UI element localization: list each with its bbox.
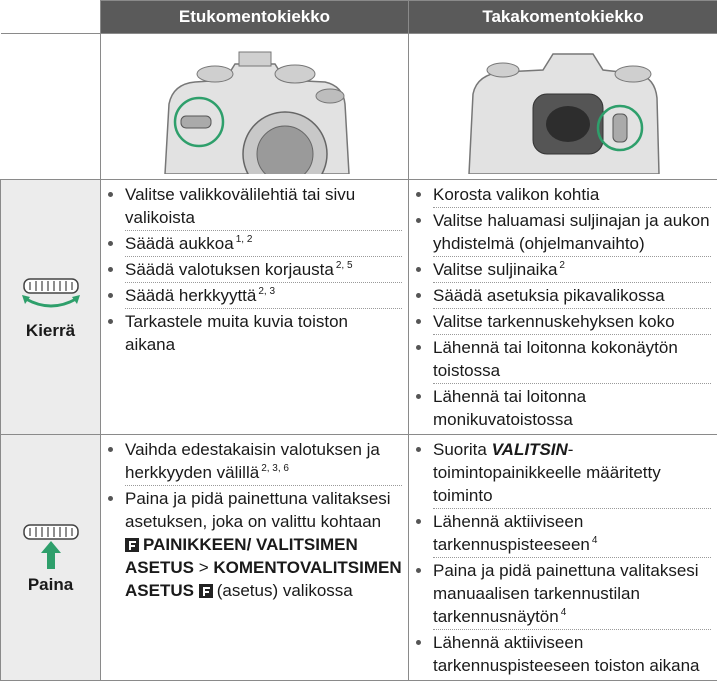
press-rear-list: Suorita VALITSIN-toimintopainikkeelle mä… <box>409 435 717 680</box>
press-rear-cell: Suorita VALITSIN-toimintopainikkeelle mä… <box>409 435 717 681</box>
bullet: Paina ja pidä painettuna valitaksesi man… <box>433 557 711 629</box>
bullet-text: (asetus) valikossa <box>217 581 353 600</box>
rotate-label-cell: Kierrä <box>1 180 101 435</box>
bullet-text: Säädä aukkoa <box>125 234 234 253</box>
press-label-cell: Paina <box>1 435 101 681</box>
front-dial-picture <box>101 34 409 180</box>
button-name: VALITSIN <box>492 440 568 459</box>
header-front: Etukomentokiekko <box>101 1 409 34</box>
image-row <box>1 34 717 180</box>
rotate-front-list: Valitse valikkovälilehtiä tai sivu valik… <box>101 180 408 359</box>
footnote-ref: 1, 2 <box>236 234 253 245</box>
bullet: Suorita VALITSIN-toimintopainikkeelle mä… <box>433 437 711 508</box>
press-row: Paina Vaihda edestakaisin valotuksen ja … <box>1 435 717 681</box>
press-label: Paina <box>28 575 73 594</box>
press-front-list: Vaihda edestakaisin valotuksen ja herkky… <box>101 435 408 605</box>
setup-icon <box>199 584 213 598</box>
bullet-text: Valitse tarkennuskehyksen koko <box>433 312 675 331</box>
bullet-text: Vaihda edestakaisin valotuksen ja herkky… <box>125 440 380 482</box>
rear-dial-picture <box>409 34 717 180</box>
footnote-ref: 2, 3 <box>258 286 275 297</box>
bullet-text: Lähennä aktiiviseen tarkennuspisteeseen … <box>433 633 700 675</box>
image-blank <box>1 34 101 180</box>
bullet: Lähennä aktiiviseen tarkennuspisteeseen … <box>433 629 711 678</box>
header-blank <box>1 1 101 34</box>
rotate-rear-list: Korosta valikon kohtia Valitse haluamasi… <box>409 180 717 434</box>
bullet-text: Tarkastele muita kuvia toiston aikana <box>125 312 348 354</box>
footnote-ref: 4 <box>592 535 598 546</box>
bullet-text: Lähennä tai loitonna kokonäytön toistoss… <box>433 338 678 380</box>
menu-separator: > <box>199 558 209 577</box>
bullet: Tarkastele muita kuvia toiston aikana <box>125 308 402 357</box>
rotate-front-cell: Valitse valikkovälilehtiä tai sivu valik… <box>101 180 409 435</box>
header-rear: Takakomentokiekko <box>409 1 717 34</box>
press-front-cell: Vaihda edestakaisin valotuksen ja herkky… <box>101 435 409 681</box>
bullet: Korosta valikon kohtia <box>433 182 711 207</box>
bullet-text: Korosta valikon kohtia <box>433 185 599 204</box>
bullet-text: Valitse suljinaika <box>433 260 557 279</box>
camera-front-illustration <box>155 34 355 174</box>
bullet-text: Säädä asetuksia pikavalikossa <box>433 286 665 305</box>
page: Komentokiekot html, body { margin: 0; pa… <box>0 0 717 617</box>
bullet: Valitse valikkovälilehtiä tai sivu valik… <box>125 182 402 230</box>
rotate-dial-icon <box>16 273 86 317</box>
bullet: Paina ja pidä painettuna valitaksesi ase… <box>125 485 402 603</box>
press-dial-icon <box>16 521 86 571</box>
bullet-text: Paina ja pidä painettuna valitaksesi ase… <box>125 489 391 531</box>
bullet-text: Lähennä aktiiviseen tarkennuspisteeseen <box>433 512 590 554</box>
bullet: Lähennä tai loitonna kokonäytön toistoss… <box>433 334 711 383</box>
footnote-ref: 2 <box>559 260 565 271</box>
bullet: Valitse tarkennuskehyksen koko <box>433 308 711 334</box>
body: {"header": {"front": "Etukomentokiekko",… <box>0 0 717 617</box>
bullet: Valitse haluamasi suljinajan ja aukon yh… <box>433 207 711 256</box>
bullet-text: Lähennä tai loitonna monikuvatoistossa <box>433 387 586 429</box>
bullet-text: Säädä herkkyyttä <box>125 286 256 305</box>
bullet: Säädä asetuksia pikavalikossa <box>433 282 711 308</box>
header-row: Etukomentokiekko Takakomentokiekko <box>1 1 717 34</box>
bullet-text: Valitse haluamasi suljinajan ja aukon yh… <box>433 211 710 253</box>
bullet-text: Säädä valotuksen korjausta <box>125 260 334 279</box>
camera-rear-illustration <box>463 34 663 174</box>
bullet: Vaihda edestakaisin valotuksen ja herkky… <box>125 437 402 485</box>
bullet-text: Valitse valikkovälilehtiä tai sivu valik… <box>125 185 355 227</box>
bullet-text: Suorita <box>433 440 487 459</box>
rotate-label: Kierrä <box>26 321 75 340</box>
bullet: Lähennä tai loitonna monikuvatoistossa <box>433 383 711 432</box>
footnote-ref: 2, 3, 6 <box>261 463 289 474</box>
setup-icon <box>125 538 139 552</box>
rotate-row: Kierrä Valitse valikkovälilehtiä tai siv… <box>1 180 717 435</box>
rotate-rear-cell: Korosta valikon kohtia Valitse haluamasi… <box>409 180 717 435</box>
footnote-ref: 2, 5 <box>336 260 353 271</box>
